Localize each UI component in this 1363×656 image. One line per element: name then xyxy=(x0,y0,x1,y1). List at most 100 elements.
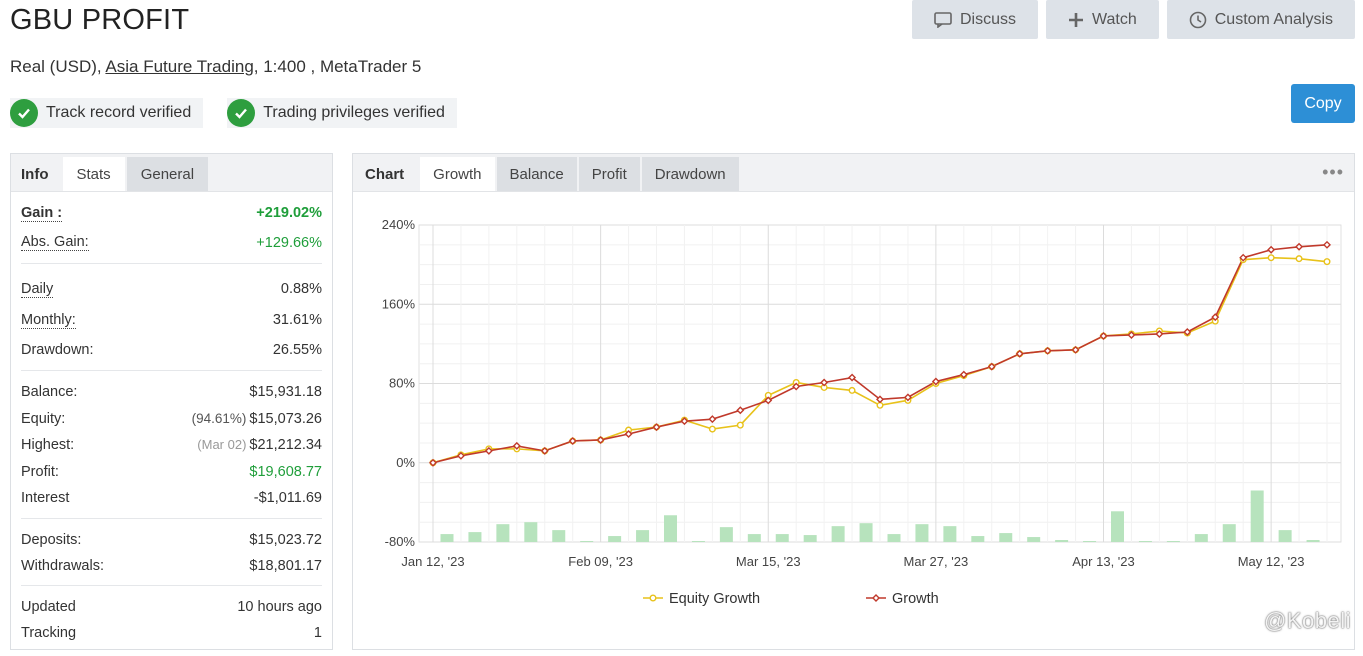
abs-gain-value: +129.66% xyxy=(256,234,322,251)
growth-point xyxy=(792,382,801,391)
rates-group: Daily 0.88% Monthly: 31.61% Drawdown: 26… xyxy=(21,264,322,371)
growth-point xyxy=(1295,242,1304,251)
stats-body: Gain : +219.02% Abs. Gain: +129.66% Dail… xyxy=(11,192,332,652)
highest-value: $21,212.34 xyxy=(249,437,322,454)
growth-point xyxy=(708,415,717,424)
growth-point xyxy=(652,423,661,432)
growth-bar xyxy=(1138,541,1152,543)
growth-bar xyxy=(691,541,705,543)
gain-label[interactable]: Gain : xyxy=(21,204,63,222)
abs-gain-label[interactable]: Abs. Gain: xyxy=(21,234,89,251)
growth-bar xyxy=(971,536,985,542)
growth-bar xyxy=(887,534,901,542)
updated-label: Updated xyxy=(21,598,76,615)
abs-gain-row: Abs. Gain: +129.66% xyxy=(21,224,322,257)
watch-button[interactable]: Watch xyxy=(1045,0,1159,39)
tab-balance[interactable]: Balance xyxy=(496,157,577,191)
drawdown-row: Drawdown: 26.55% xyxy=(21,336,322,364)
growth-bar xyxy=(1166,541,1180,543)
tracking-group: Updated 10 hours ago Tracking 1 xyxy=(21,586,322,652)
daily-label[interactable]: Daily xyxy=(21,280,54,298)
equity-label: Equity: xyxy=(21,410,66,427)
growth-point xyxy=(903,393,912,402)
highest-label: Highest: xyxy=(21,437,75,454)
growth-point xyxy=(1183,327,1192,336)
tracking-label: Tracking xyxy=(21,624,77,641)
drawdown-value: 26.55% xyxy=(272,342,322,358)
copy-button[interactable]: Copy xyxy=(1291,84,1355,123)
check-circle-icon xyxy=(227,99,256,127)
y-tick-label: -80% xyxy=(385,534,416,549)
x-tick-label: Apr 13, '23 xyxy=(1072,554,1134,569)
discuss-button[interactable]: Discuss xyxy=(911,0,1038,39)
tracking-value: 1 xyxy=(313,624,322,641)
account-info: Real (USD), Asia Future Trading, 1:400 ,… xyxy=(10,57,421,77)
growth-bar xyxy=(1306,540,1320,542)
y-tick-label: 160% xyxy=(382,296,416,311)
growth-point xyxy=(736,406,745,415)
more-options-icon[interactable]: ••• xyxy=(1322,162,1344,182)
growth-bar xyxy=(1278,530,1292,542)
interest-label: Interest xyxy=(21,490,70,507)
gain-row: Gain : +219.02% xyxy=(21,202,322,224)
growth-point xyxy=(1099,331,1108,340)
growth-bar xyxy=(943,526,957,542)
growth-point xyxy=(987,362,996,371)
legend-equity-growth: Equity Growth xyxy=(669,591,760,607)
growth-point xyxy=(959,370,968,379)
daily-value: 0.88% xyxy=(280,281,322,297)
top-actions: Discuss Watch Custom Analysis xyxy=(911,0,1355,39)
drawdown-label: Drawdown: xyxy=(21,342,94,358)
growth-bar xyxy=(719,527,733,542)
growth-point xyxy=(848,373,857,382)
broker-link[interactable]: Asia Future Trading xyxy=(105,57,254,76)
growth-bar xyxy=(496,524,510,542)
daily-row: Daily 0.88% xyxy=(21,274,322,304)
info-label: Info xyxy=(21,165,49,183)
deposits-value: $15,023.72 xyxy=(249,531,322,548)
growth-bar xyxy=(999,533,1013,542)
trading-privileges-label: Trading privileges verified xyxy=(263,104,445,121)
plus-icon xyxy=(1068,12,1083,27)
track-record-badge: Track record verified xyxy=(10,98,204,128)
watch-label: Watch xyxy=(1091,10,1137,28)
tab-growth[interactable]: Growth xyxy=(420,157,495,191)
balance-label: Balance: xyxy=(21,384,78,401)
growth-point xyxy=(876,395,884,404)
growth-point xyxy=(1323,240,1331,249)
equity-point xyxy=(1267,254,1275,262)
balance-value: $15,931.18 xyxy=(249,384,322,401)
growth-point xyxy=(1211,313,1220,322)
growth-bar xyxy=(831,526,845,542)
tab-drawdown[interactable]: Drawdown xyxy=(641,157,739,191)
monthly-label[interactable]: Monthly: xyxy=(21,311,76,329)
deposits-row: Deposits: $15,023.72 xyxy=(21,527,322,553)
profit-label: Profit: xyxy=(21,463,59,480)
monthly-row: Monthly: 31.61% xyxy=(21,304,322,336)
balance-group: Balance: $15,931.18 Equity: (94.61%) $15,… xyxy=(21,371,322,519)
x-tick-label: Feb 09, '23 xyxy=(568,554,633,569)
watermark: @Kobeli xyxy=(1264,608,1351,633)
x-tick-label: Mar 15, '23 xyxy=(736,554,801,569)
track-record-label: Track record verified xyxy=(46,104,192,121)
trading-privileges-badge: Trading privileges verified xyxy=(227,98,457,128)
growth-point xyxy=(1015,349,1024,358)
custom-analysis-label: Custom Analysis xyxy=(1214,10,1333,28)
growth-point xyxy=(429,458,437,467)
growth-point xyxy=(596,435,605,444)
tab-stats[interactable]: Stats xyxy=(62,157,125,191)
tab-profit[interactable]: Profit xyxy=(578,157,640,191)
growth-point xyxy=(820,378,829,387)
chart-tabs: Chart Growth Balance Profit Drawdown xyxy=(353,154,1354,192)
equity-point xyxy=(736,421,744,429)
growth-point xyxy=(1239,253,1248,262)
interest-row: Interest -$1,011.69 xyxy=(21,485,322,512)
equity-value: $15,073.26 xyxy=(249,410,322,427)
interest-value: -$1,011.69 xyxy=(253,490,322,507)
clock-icon xyxy=(1189,11,1207,28)
tab-general[interactable]: General xyxy=(126,157,209,191)
growth-bar xyxy=(1250,490,1264,542)
growth-point xyxy=(624,430,633,439)
custom-analysis-button[interactable]: Custom Analysis xyxy=(1166,0,1355,39)
verification-badges: Track record verified Trading privileges… xyxy=(10,98,457,128)
